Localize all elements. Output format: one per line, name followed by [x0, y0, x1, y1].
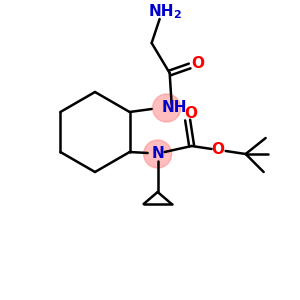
Text: NH: NH: [162, 100, 187, 116]
Text: N: N: [151, 146, 164, 161]
Text: NH: NH: [149, 4, 174, 19]
Circle shape: [153, 94, 181, 122]
Text: O: O: [211, 142, 224, 158]
Text: O: O: [191, 56, 204, 70]
Circle shape: [144, 140, 172, 168]
Text: 2: 2: [173, 10, 181, 20]
Text: O: O: [184, 106, 197, 121]
